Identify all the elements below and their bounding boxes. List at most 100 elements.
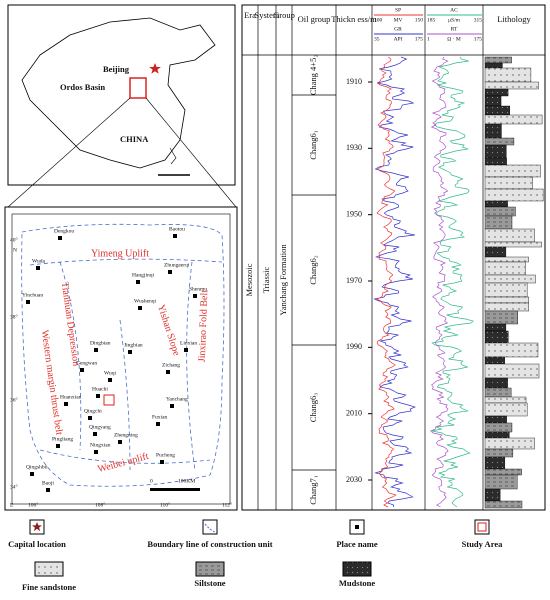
place-label: Dengkou: [54, 228, 74, 234]
lon-label: 108°: [95, 501, 105, 508]
place-marker: [184, 348, 188, 352]
place-label: Yinchuan: [22, 292, 43, 298]
lithology-bed: [484, 488, 501, 502]
legend-swatch: [342, 561, 372, 577]
legend-label: Siltstone: [194, 578, 225, 588]
lithology-bed: [484, 468, 522, 476]
log-name: SP: [395, 7, 401, 13]
log-name: RT: [451, 26, 458, 32]
lithology-bed: [484, 456, 506, 470]
place-label: Huachi: [92, 386, 108, 392]
lithology-bed: [484, 228, 535, 243]
log-name: AC: [450, 7, 458, 13]
inset-label: CHINA: [120, 134, 149, 144]
place-label: Jingbian: [124, 342, 143, 348]
oil-group: Chang6₁: [308, 130, 318, 159]
leader: [7, 97, 131, 208]
place-marker: [138, 306, 142, 310]
place-label: Zichang: [162, 362, 180, 368]
place-marker: [80, 368, 84, 372]
lithology-bed: [484, 241, 542, 248]
lithology-bed: [484, 206, 516, 217]
china-inset: Beijing Ordos Basin CHINA: [7, 4, 237, 208]
lithology-bed: [484, 95, 502, 107]
place-label: Linxian: [180, 340, 197, 346]
lithology-bed: [484, 296, 529, 304]
lithology-bed: [484, 282, 528, 298]
lithology-bed: [484, 474, 518, 490]
lithology-bed: [484, 123, 502, 139]
header: Lithology: [497, 14, 531, 24]
log-range: 35: [374, 36, 380, 42]
depth-label: 2030: [346, 475, 362, 484]
lithology-bed: [484, 144, 507, 159]
lithology-bed: [484, 164, 541, 178]
region-label: Jinxirao Fold Belt: [197, 290, 211, 363]
place-marker: [94, 450, 98, 454]
oil-group: Chang 4+5₂: [308, 55, 318, 96]
header: Oil group: [298, 14, 331, 24]
place-marker: [46, 488, 50, 492]
header: Thickn ess/m: [331, 14, 377, 24]
lon-label: 110°: [160, 501, 170, 508]
lithology-bed: [484, 88, 509, 97]
boundary: [29, 258, 223, 471]
legend-label: Study Area: [462, 539, 503, 549]
depth-label: 1930: [346, 143, 362, 152]
log-unit: MV: [394, 17, 403, 23]
log-range: 185: [427, 17, 436, 23]
place-marker: [168, 270, 172, 274]
place-label: Qingshbii: [26, 464, 48, 470]
lithology-bed: [484, 274, 536, 284]
lon-label: 112°: [222, 501, 232, 508]
legend: Capital location Boundary line of constr…: [5, 514, 545, 596]
place-label: Hangjinqi: [132, 272, 154, 278]
lithology-bed: [484, 377, 508, 389]
place-label: Gengwan: [76, 360, 97, 366]
legend-label: Capital location: [8, 539, 66, 549]
scale-label: 0: [150, 478, 153, 484]
place-label: Baoji: [42, 480, 54, 486]
inset-label: Beijing: [103, 64, 130, 74]
place-marker: [170, 404, 174, 408]
place-label: Dingbian: [90, 340, 111, 346]
lithology-bed: [484, 188, 544, 202]
legend-study: [477, 522, 487, 532]
north: N: [13, 247, 17, 253]
gr-curve: [373, 56, 416, 508]
place-marker: [96, 394, 100, 398]
stratigraphic-column: Era System Group Oil group Thickn ess/m …: [241, 4, 546, 511]
log-name: GR: [394, 26, 402, 32]
study-area-box: [129, 77, 147, 99]
lithology-bed: [484, 431, 510, 439]
place-label: Wuda: [32, 258, 45, 264]
lithology-bed: [484, 105, 511, 116]
lithology-bed: [484, 114, 543, 125]
header: Era: [244, 10, 256, 20]
lithology-bed: [484, 310, 518, 325]
place-marker: [26, 300, 30, 304]
place-label: Shenmu: [189, 286, 207, 292]
lithology-bed: [484, 261, 526, 276]
place-marker: [156, 422, 160, 426]
east: E: [10, 502, 14, 508]
legend-boundary: [204, 523, 216, 533]
log-unit: API: [394, 36, 403, 42]
lat-label: 40°: [10, 236, 18, 243]
legend-swatch: [34, 561, 64, 577]
place-label: Zhengning: [114, 432, 138, 438]
place-label: Qingchi: [84, 408, 102, 414]
inset-frame: [7, 4, 236, 186]
basin-map: 40° 38° 36° 34° N E 106° 108° 110° 112° …: [4, 206, 238, 511]
inset-label: Ordos Basin: [60, 82, 105, 92]
lithology-bed: [484, 363, 540, 379]
place-label: Pucheng: [156, 452, 175, 458]
place-marker: [160, 460, 164, 464]
lithology-bed: [484, 200, 508, 208]
place-label: Zhungeerqi: [164, 262, 190, 268]
lat-label: 38°: [10, 313, 18, 320]
place-label: Yanchang: [166, 396, 188, 402]
rt-curve: [430, 56, 449, 508]
lat-label: 34°: [10, 483, 18, 490]
